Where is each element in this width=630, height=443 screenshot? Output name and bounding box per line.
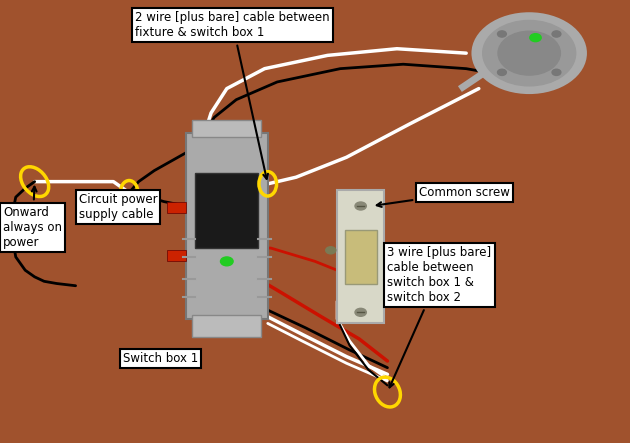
- Text: Circuit power
supply cable: Circuit power supply cable: [79, 193, 158, 221]
- FancyBboxPatch shape: [186, 133, 268, 319]
- FancyBboxPatch shape: [167, 202, 186, 213]
- FancyBboxPatch shape: [192, 120, 261, 137]
- Circle shape: [355, 308, 367, 316]
- Text: Onward
always on
power: Onward always on power: [3, 187, 62, 249]
- Circle shape: [552, 69, 561, 75]
- Circle shape: [483, 20, 576, 86]
- Circle shape: [552, 31, 561, 37]
- Circle shape: [498, 69, 507, 75]
- Text: Switch box 1: Switch box 1: [123, 352, 198, 365]
- FancyBboxPatch shape: [192, 315, 261, 337]
- Circle shape: [498, 31, 561, 75]
- Circle shape: [220, 257, 233, 266]
- Circle shape: [326, 247, 336, 254]
- Text: 3 wire [plus bare]
cable between
switch box 1 &
switch box 2: 3 wire [plus bare] cable between switch …: [387, 246, 491, 387]
- Text: 2 wire [plus bare] cable between
fixture & switch box 1: 2 wire [plus bare] cable between fixture…: [135, 11, 330, 179]
- Circle shape: [355, 202, 367, 210]
- Circle shape: [530, 34, 541, 42]
- FancyBboxPatch shape: [337, 190, 384, 323]
- Text: Common screw: Common screw: [377, 186, 510, 207]
- Circle shape: [472, 13, 586, 93]
- FancyBboxPatch shape: [167, 250, 186, 261]
- FancyBboxPatch shape: [345, 230, 377, 284]
- FancyBboxPatch shape: [195, 173, 258, 248]
- Circle shape: [498, 31, 507, 37]
